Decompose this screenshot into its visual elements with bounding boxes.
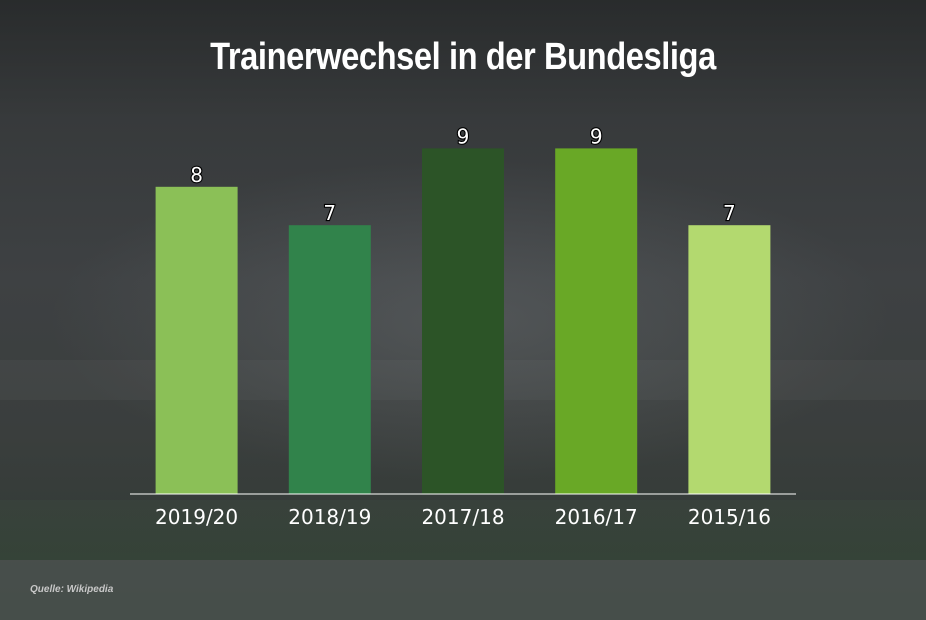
bar-value-label: 9 [590, 124, 603, 148]
bar-value-label: 8 [190, 163, 203, 187]
bar-value-label: 7 [323, 201, 336, 225]
bar-value-label: 9 [457, 124, 470, 148]
x-axis-ticks: 2019/20 2018/19 2017/18 2016/17 2015/16 [155, 505, 771, 529]
footer-bar: Quelle: Wikipedia [0, 560, 926, 620]
bar-2017-18 [422, 148, 504, 494]
source-note: Quelle: Wikipedia [30, 584, 114, 595]
chart-title: Trainerwechsel in der Bundesliga [210, 36, 716, 78]
bar-chart: 8 7 9 9 7 2019/20 2018/19 2017/18 2016/17 2015/1… [130, 123, 796, 529]
bar-2015-16 [688, 225, 771, 494]
bar-2019-20 [155, 186, 238, 495]
bars-group: 8 7 9 9 7 [155, 123, 771, 495]
bar-value-label: 7 [723, 201, 736, 225]
bar-2018-19 [288, 225, 371, 494]
x-tick-label: 2018/19 [288, 505, 371, 529]
x-tick-label: 2015/16 [688, 505, 771, 529]
x-tick-label: 2019/20 [155, 505, 238, 529]
x-tick-label: 2016/17 [555, 505, 638, 529]
x-tick-label: 2017/18 [421, 505, 504, 529]
bar-2016-17 [555, 148, 638, 494]
